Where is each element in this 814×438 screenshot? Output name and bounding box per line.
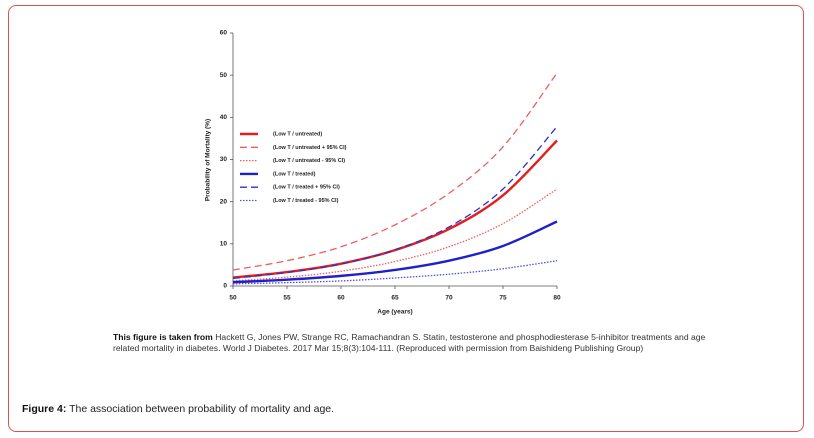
caption-text: The association between probability of m… [69, 403, 335, 415]
y-tick-label: 40 [220, 114, 228, 121]
y-tick-label: 30 [220, 156, 228, 163]
series-line [232, 139, 558, 279]
y-tick-label: 60 [220, 30, 228, 37]
series-line [232, 260, 558, 285]
x-tick-label: 75 [499, 295, 507, 302]
x-tick-label: 50 [229, 295, 237, 302]
series-line [232, 220, 558, 284]
x-tick-label: 70 [445, 295, 453, 302]
x-tick-label: 55 [283, 295, 291, 302]
y-tick-label: 50 [220, 72, 228, 79]
x-tick-label: 60 [337, 295, 345, 302]
series-line [232, 188, 558, 282]
caption-label: Figure 4: [22, 403, 67, 415]
x-tick-label: 80 [553, 295, 561, 302]
y-tick-label: 10 [220, 241, 228, 248]
source-text: Hackett G, Jones PW, Strange RC, Ramacha… [113, 332, 706, 353]
legend-label: (Low T / untreated) [273, 131, 322, 137]
series-line [232, 126, 558, 280]
source-lead: This figure is taken from [113, 332, 213, 342]
legend-label: (Low T / untreated + 95% CI) [273, 145, 347, 151]
figure-caption: Figure 4: The association between probab… [22, 403, 334, 415]
legend-label: (Low T / treated + 95% CI) [273, 185, 340, 191]
legend-label: (Low T / treated) [273, 171, 316, 177]
y-tick-label: 0 [223, 283, 227, 290]
x-tick-label: 65 [391, 295, 399, 302]
y-tick-label: 20 [220, 198, 228, 205]
y-axis-title: Probability of Mortality (%) [205, 119, 212, 201]
x-axis-title: Age (years) [377, 309, 412, 316]
source-note: This figure is taken from Hackett G, Jon… [113, 332, 713, 354]
figure-frame [8, 5, 804, 432]
legend-label: (Low T / untreated - 95% CI) [273, 158, 345, 164]
legend-label: (Low T / treated - 95% CI) [273, 198, 339, 204]
